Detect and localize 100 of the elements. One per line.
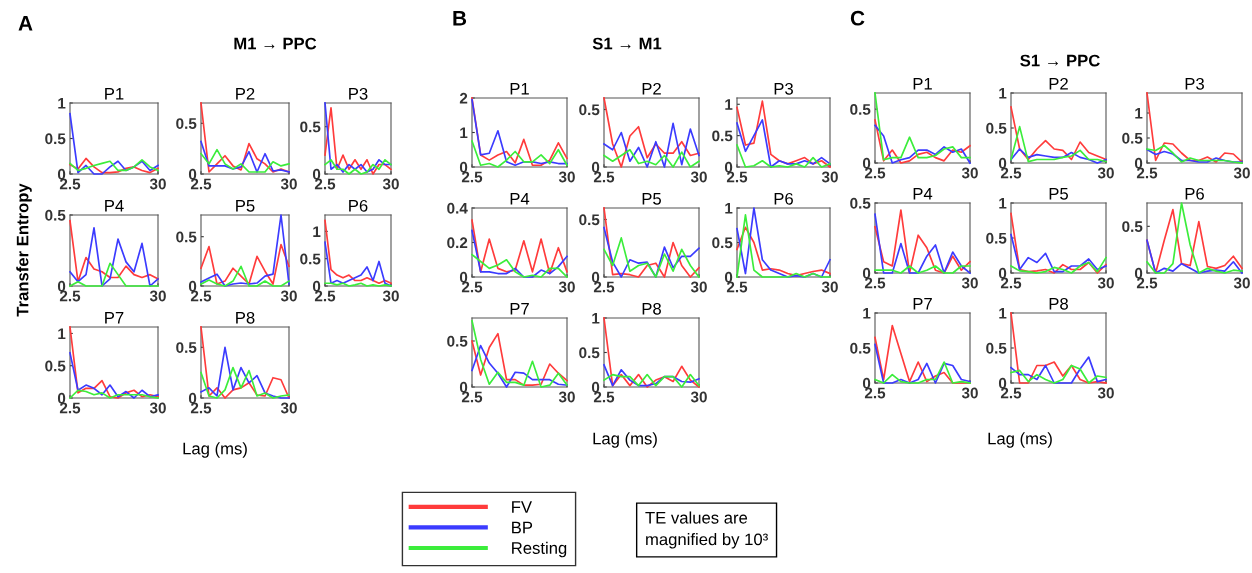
y-tick-label: 0 — [188, 392, 197, 404]
x-tick-label: 30 — [1097, 277, 1114, 289]
y-tick-label: 0 — [591, 271, 600, 283]
x-axis-title: Lag (ms) — [988, 432, 1052, 448]
x-tick-label: 30 — [821, 281, 838, 293]
text: S1 → M1 — [592, 37, 662, 50]
y-tick-label: 0 — [1134, 267, 1143, 279]
y-tick-label: 0.5 — [45, 209, 66, 221]
y-tick-label: 0.5 — [1122, 132, 1143, 144]
x-tick-label: 30 — [558, 281, 575, 293]
y-tick-label: 0.5 — [579, 347, 600, 359]
y-tick-label: 0.5 — [300, 253, 321, 265]
x-tick-label: 2.5 — [1000, 167, 1022, 179]
x-tick-label: 2.5 — [864, 277, 886, 289]
y-tick-label: 0.5 — [986, 342, 1007, 354]
y-tick-label: 0.5 — [579, 104, 600, 116]
x-tick-label: 30 — [382, 178, 399, 190]
y-tick-label: 0 — [312, 280, 321, 292]
x-tick-label: 2.5 — [461, 391, 483, 403]
chart-title: P5 — [236, 200, 255, 212]
x-tick-label: 30 — [558, 391, 575, 403]
x-tick-label: 2.5 — [59, 178, 81, 190]
x-tick-label: 2.5 — [59, 290, 81, 302]
x-tick-label: 30 — [280, 178, 297, 190]
y-tick-label: 1 — [58, 98, 66, 109]
x-tick-label: 30 — [280, 402, 297, 414]
y-tick-label: 0 — [591, 381, 600, 393]
x-tick-label: 2.5 — [190, 178, 212, 190]
x-tick-label: 2.5 — [864, 387, 886, 399]
y-tick-label: 0.5 — [850, 342, 871, 354]
x-tick-label: 2.5 — [864, 167, 886, 179]
chart-title: P4 — [105, 200, 124, 212]
y-tick-label: 0 — [724, 161, 733, 173]
y-tick-label: 0 — [1134, 157, 1143, 169]
chart-title: P2 — [1049, 77, 1068, 90]
x-tick-label: 30 — [690, 171, 707, 183]
y-tick-label: 1 — [313, 226, 321, 237]
chart-title: P6 — [774, 192, 793, 205]
y-tick-label: 0.5 — [579, 214, 600, 226]
y-tick-label: 0 — [591, 161, 600, 173]
legend-label: BP — [512, 521, 533, 534]
y-tick-label: 0 — [862, 157, 871, 169]
chart-title: P3 — [349, 87, 368, 100]
y-tick-label: 0.5 — [986, 122, 1007, 134]
y-tick-label: 0 — [459, 161, 468, 173]
chart-title: P8 — [1049, 297, 1068, 310]
y-tick-label: 0 — [998, 267, 1007, 279]
x-tick-label: 2.5 — [59, 402, 81, 414]
text: M1 → PPC — [234, 37, 317, 50]
y-tick-label: 0.5 — [176, 118, 197, 129]
x-tick-label: 2.5 — [314, 178, 336, 190]
chart-title: P5 — [642, 193, 661, 205]
y-tick-label: 0 — [459, 271, 468, 283]
x-tick-label: 2.5 — [1000, 277, 1022, 289]
chart-title: P3 — [1185, 77, 1204, 90]
x-tick-label: 30 — [149, 290, 166, 302]
y-tick-label: 1 — [999, 308, 1007, 319]
chart-title: P8 — [236, 311, 255, 324]
x-tick-label: 2.5 — [726, 171, 748, 183]
x-tick-label: 2.5 — [593, 391, 615, 403]
chart-title: P1 — [510, 83, 529, 95]
x-tick-label: 2.5 — [190, 290, 212, 302]
chart-title: P7 — [105, 312, 124, 324]
y-tick-label: 0 — [57, 280, 66, 292]
y-tick-label: 0 — [862, 377, 871, 389]
chart-title: P1 — [105, 88, 124, 100]
x-tick-label: 30 — [1097, 167, 1114, 179]
x-tick-label: 30 — [280, 290, 297, 302]
x-tick-label: 30 — [690, 281, 707, 293]
chart-title: P2 — [236, 87, 255, 100]
chart-title: P4 — [510, 193, 530, 205]
x-tick-label: 30 — [1097, 387, 1114, 399]
x-tick-label: 2.5 — [461, 281, 483, 293]
y-tick-label: 0.5 — [850, 197, 871, 209]
x-tick-label: 2.5 — [593, 171, 615, 183]
text: B — [453, 11, 467, 26]
y-axis-title: Transfer Entropy — [16, 183, 32, 317]
y-tick-label: 0.5 — [447, 335, 468, 347]
x-tick-label: 2.5 — [1136, 167, 1158, 179]
x-tick-label: 30 — [961, 167, 978, 179]
y-tick-label: 0 — [57, 392, 66, 404]
chart-title: P2 — [642, 82, 661, 95]
y-tick-label: 0.5 — [712, 130, 733, 142]
y-tick-label: 1 — [725, 99, 733, 110]
y-tick-label: 0.5 — [176, 231, 197, 243]
x-tick-label: 30 — [821, 171, 838, 183]
y-tick-label: 0 — [188, 168, 197, 180]
y-tick-label: 0 — [862, 267, 871, 279]
y-tick-label: 0.5 — [176, 342, 197, 353]
x-tick-label: 30 — [690, 391, 707, 403]
y-tick-label: 1 — [1135, 108, 1143, 119]
legend-label: Resting — [512, 541, 567, 558]
y-tick-label: 0.5 — [45, 133, 66, 145]
chart-title: P5 — [1049, 188, 1068, 200]
y-tick-label: 0 — [998, 157, 1007, 169]
chart-title: P4 — [913, 188, 933, 200]
text: TE values are magnified by 10³ — [645, 511, 768, 549]
chart-title: P1 — [913, 78, 932, 90]
y-tick-label: 0 — [998, 377, 1007, 389]
x-tick-label: 2.5 — [1136, 277, 1158, 289]
